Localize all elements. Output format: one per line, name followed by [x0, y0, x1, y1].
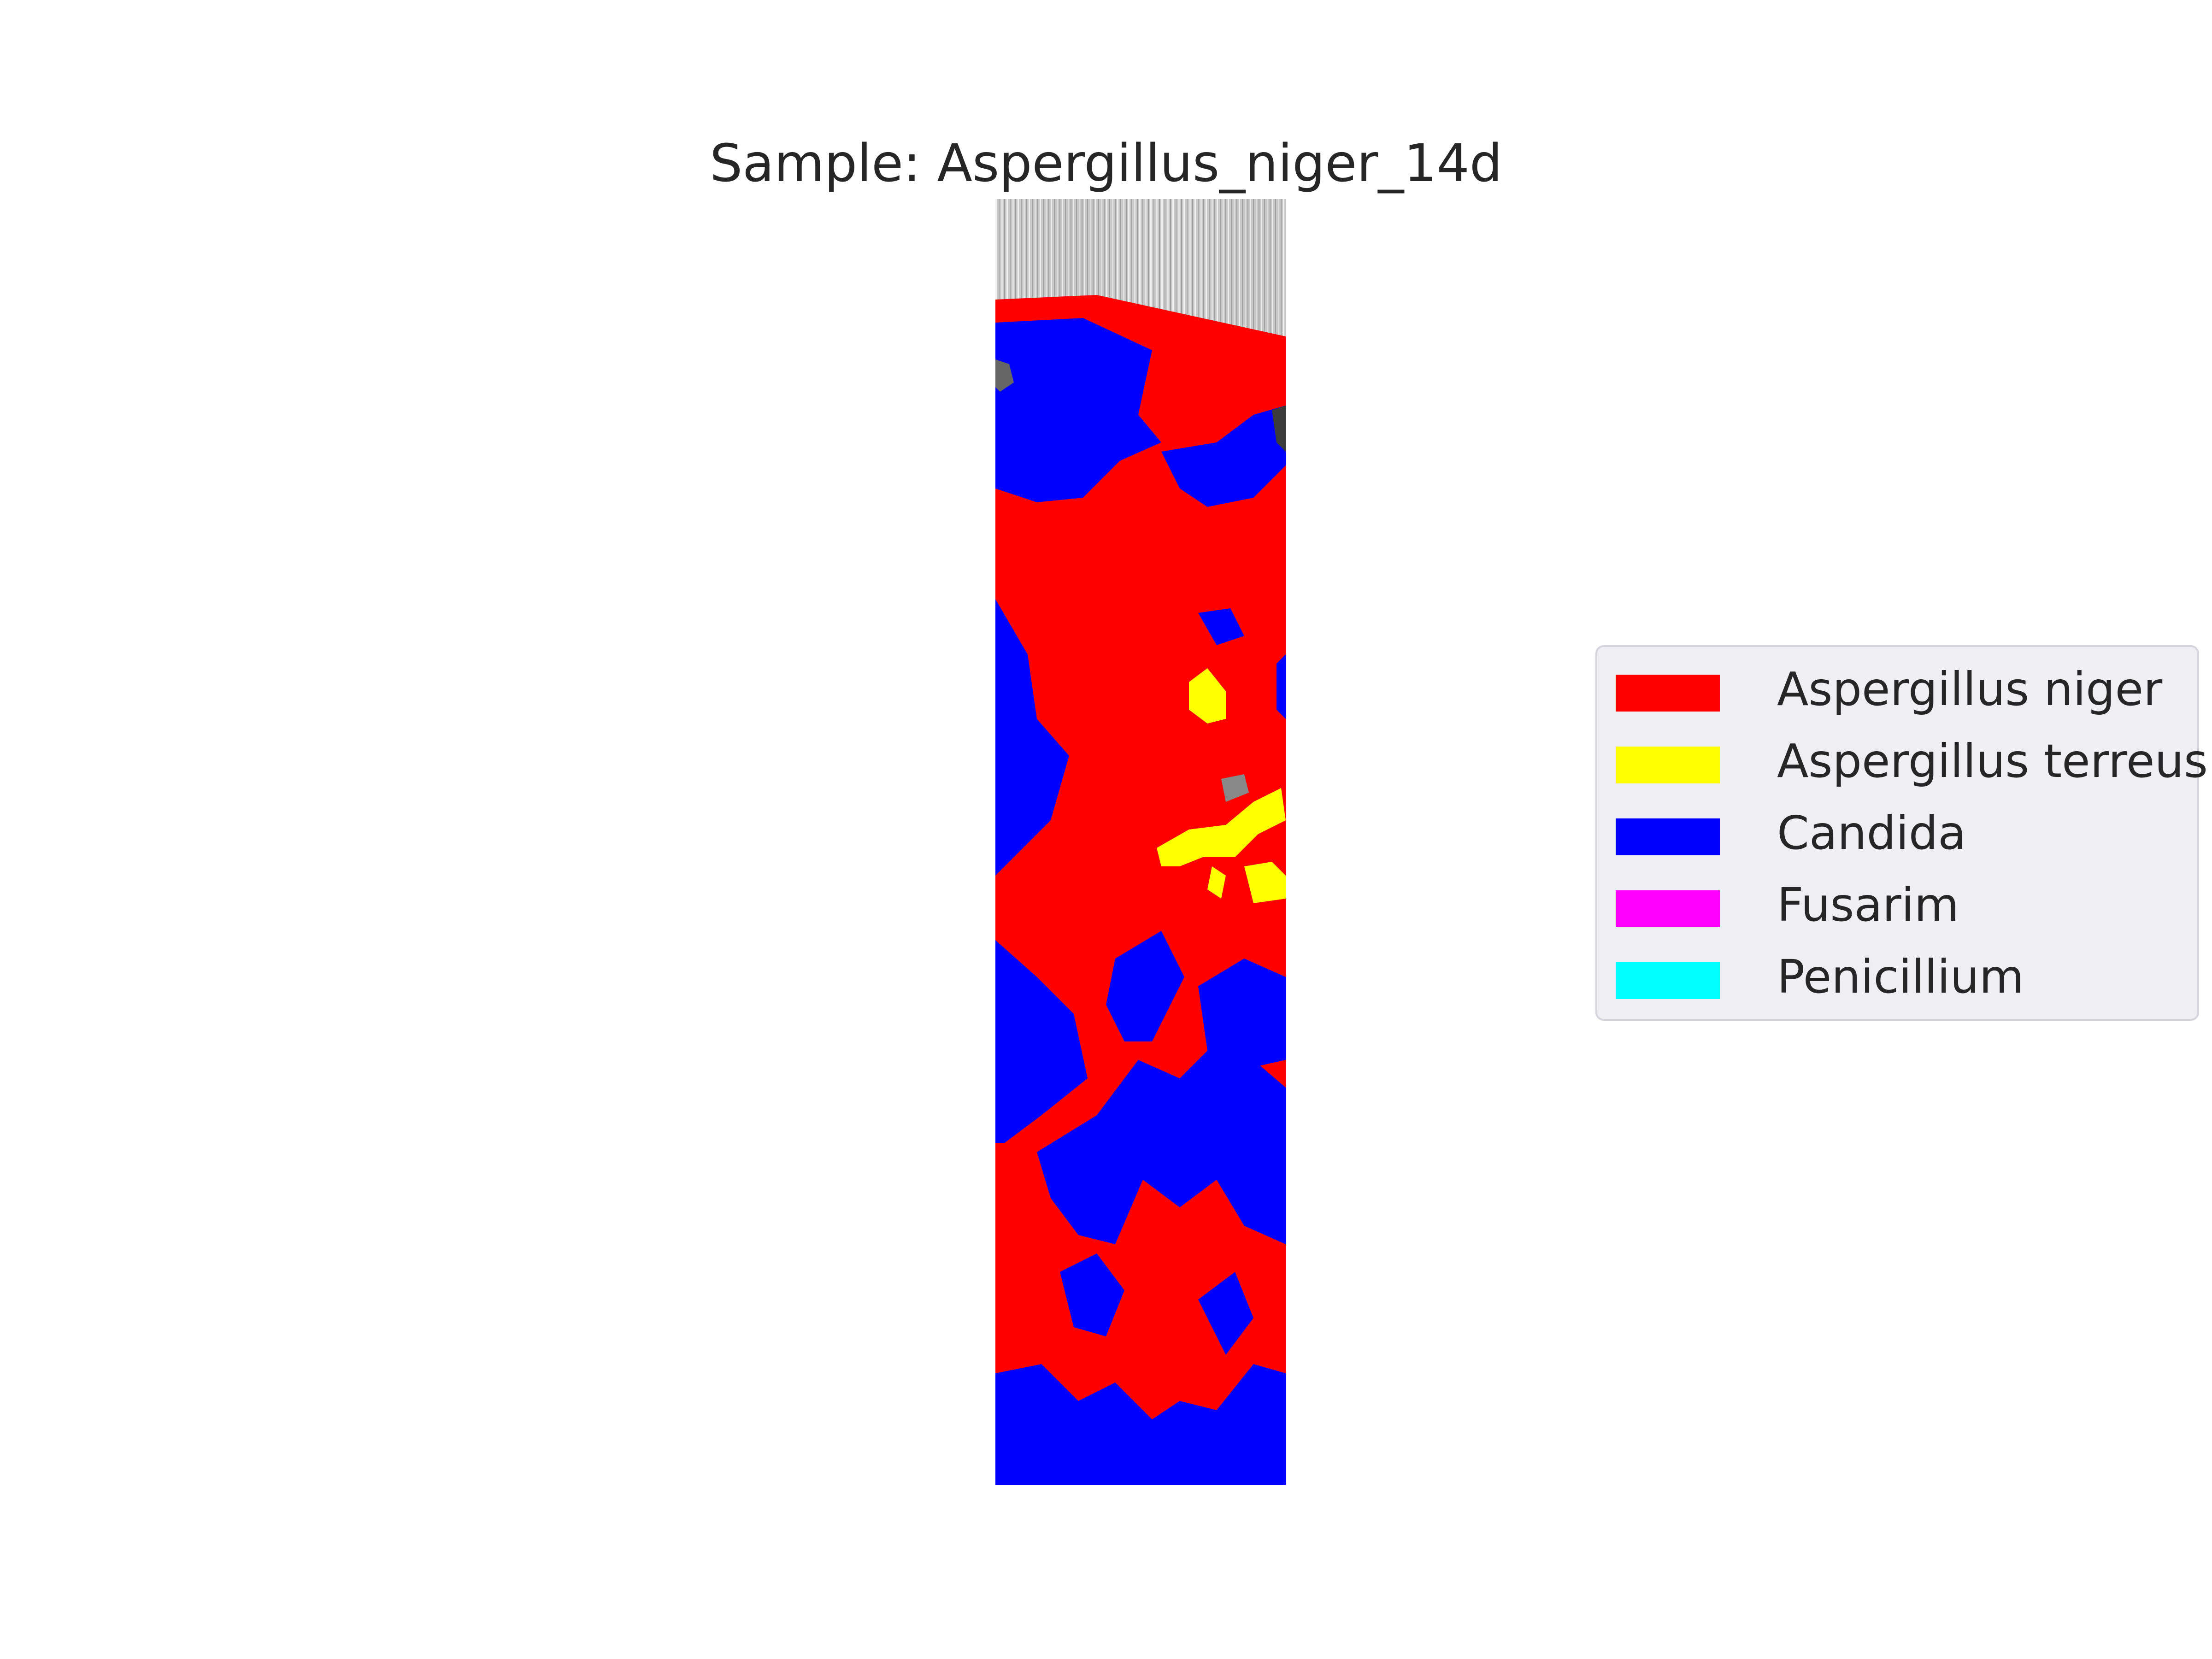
legend: Aspergillus niger Aspergillus terreus Cand… [1595, 645, 2208, 1021]
region-aspergillus-terreus [1189, 668, 1226, 724]
region-candida [1037, 1041, 1286, 1244]
map-layer [995, 199, 1286, 1485]
legend-swatch [1616, 818, 1720, 855]
region-candida [995, 318, 1161, 502]
region-candida [1106, 931, 1184, 1041]
legend-item: Aspergillus terreus [1615, 728, 2208, 793]
legend-item: Candida [1615, 800, 2186, 865]
legend-label: Candida [1777, 806, 1966, 860]
legend-swatch [1616, 890, 1720, 927]
region-candida [995, 1364, 1286, 1485]
legend-item: Aspergillus niger [1615, 656, 2186, 721]
region-candida [1161, 406, 1286, 507]
region-aspergillus-terreus [1157, 788, 1286, 866]
unclassified-region [1221, 774, 1249, 802]
region-candida [1198, 1272, 1253, 1355]
region-candida [1198, 608, 1244, 645]
legend-label: Penicillium [1777, 950, 2024, 1004]
chart-title: Sample: Aspergillus_niger_14d [710, 134, 1502, 194]
legend-swatch [1616, 675, 1720, 712]
legend-item: Fusarim [1615, 872, 2186, 936]
region-candida [995, 940, 1088, 1143]
region-candida [1277, 654, 1286, 719]
legend-item: Penicillium [1615, 944, 2186, 1008]
region-candida [1060, 1253, 1124, 1336]
region-candida [995, 599, 1069, 876]
unclassified-region [995, 359, 1014, 392]
legend-label: Aspergillus terreus [1777, 734, 2208, 788]
legend-label: Aspergillus niger [1777, 662, 2163, 716]
legend-swatch [1616, 747, 1720, 783]
region-candida [1198, 959, 1286, 1069]
unclassified-region [1272, 406, 1286, 452]
region-aspergillus-terreus [1207, 866, 1226, 899]
legend-label: Fusarim [1777, 878, 1959, 932]
region-aspergillus-terreus [1244, 862, 1286, 903]
legend-swatch [1616, 962, 1720, 999]
